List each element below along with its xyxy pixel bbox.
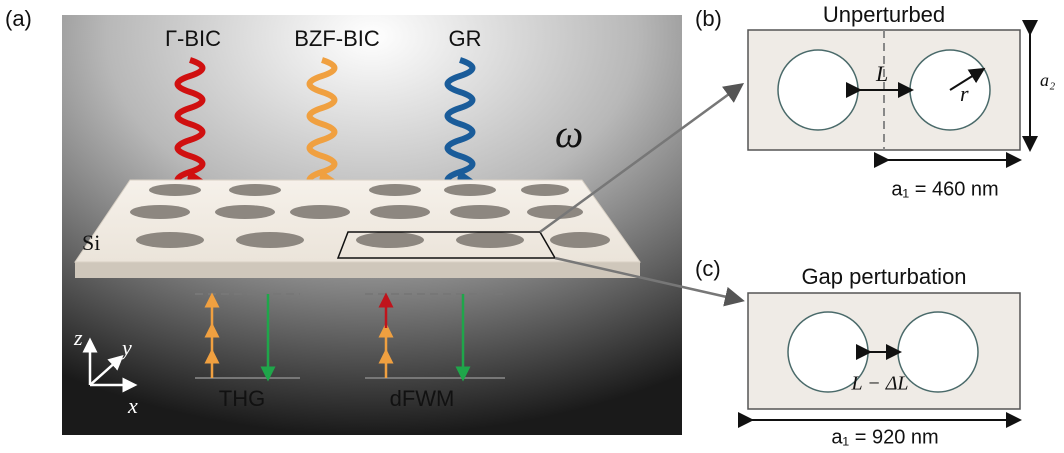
beam-label: GR <box>449 26 482 51</box>
frequency-label: ω <box>555 111 583 156</box>
panel-title: Gap perturbation <box>801 264 966 289</box>
panel-label: (a) <box>5 6 32 31</box>
panel-label: (c) <box>695 256 721 281</box>
panel-label: (b) <box>695 6 722 31</box>
period-label: a₂ <box>1040 70 1055 90</box>
hole <box>778 50 858 130</box>
axis-label: y <box>120 335 132 360</box>
process-label: dFWM <box>390 386 455 411</box>
slab-side <box>75 262 640 278</box>
process-label: THG <box>219 386 265 411</box>
figure: (a) Γ-BIC BZF-BIC GR ω Si THG dFWM z y x… <box>0 0 1064 453</box>
period-label: a₁ = 920 nm <box>831 426 938 448</box>
hole <box>898 312 978 392</box>
beam-label: Γ-BIC <box>165 26 221 51</box>
period-label: a₁ = 460 nm <box>891 178 998 200</box>
axis-label: z <box>73 325 83 350</box>
radius-label: r <box>960 81 969 106</box>
beam-label: BZF-BIC <box>294 26 380 51</box>
gap-label: L − ΔL <box>850 373 908 395</box>
axis-label: x <box>127 393 138 418</box>
material-label: Si <box>82 230 100 255</box>
gap-label: L <box>875 61 888 86</box>
panel-title: Unperturbed <box>823 2 945 27</box>
